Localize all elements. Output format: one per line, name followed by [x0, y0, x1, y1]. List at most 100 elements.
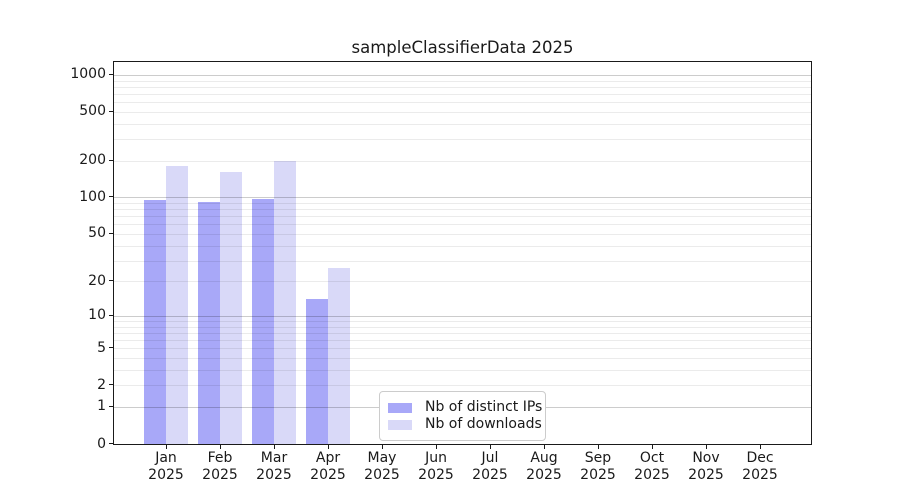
- x-tick-month: Feb: [207, 450, 233, 466]
- x-tick-year: 2025: [688, 467, 724, 483]
- gridline-minor-2: [114, 385, 811, 387]
- bar-downloads-apr: [328, 267, 350, 444]
- gridline-minor-9: [114, 321, 811, 322]
- y-tick-mark-5: [109, 347, 114, 349]
- legend-item-downloads: Nb of downloads: [388, 416, 542, 433]
- x-tick-year: 2025: [526, 467, 562, 483]
- y-tick-label-5: 5: [97, 339, 106, 356]
- gridline-minor-30: [114, 260, 811, 262]
- gridline-minor-200: [114, 160, 811, 162]
- x-tick-label-may: May 2025: [350, 450, 414, 484]
- x-tick-mark-oct: [651, 444, 653, 449]
- y-tick-label-0: 0: [97, 435, 106, 452]
- gridline-minor-800: [114, 86, 811, 88]
- gridline-minor-4: [114, 358, 811, 360]
- gridline-minor-600: [114, 102, 811, 104]
- x-tick-mark-may: [381, 444, 383, 449]
- x-tick-label-feb: Feb 2025: [188, 450, 252, 484]
- bar-distinct-ips-jan: [144, 200, 166, 444]
- x-tick-month: Jan: [155, 450, 177, 466]
- legend-item-distinct-ips: Nb of distinct IPs: [388, 399, 542, 416]
- x-tick-month: Mar: [260, 450, 288, 466]
- x-tick-label-sep: Sep 2025: [566, 450, 630, 484]
- y-tick-mark-100: [109, 196, 114, 198]
- gridline-minor-20: [114, 281, 811, 283]
- y-tick-mark-10: [109, 314, 114, 316]
- x-tick-label-apr: Apr 2025: [296, 450, 360, 484]
- legend-label-downloads: Nb of downloads: [425, 416, 542, 432]
- gridline-minor-700: [114, 93, 811, 95]
- gridline-minor-400: [114, 123, 811, 125]
- chart-title: sampleClassifierData 2025: [351, 38, 574, 57]
- gridline-major-1000: [114, 74, 811, 76]
- x-tick-mark-jun: [435, 444, 437, 449]
- legend-swatch-downloads-icon: [388, 419, 412, 430]
- bar-distinct-ips-mar: [252, 198, 274, 444]
- x-tick-mark-mar: [273, 444, 275, 449]
- gridline-major-10: [114, 315, 811, 317]
- y-tick-label-1: 1: [97, 398, 106, 415]
- legend-label-distinct-ips: Nb of distinct IPs: [425, 399, 543, 415]
- x-tick-mark-dec: [759, 444, 761, 449]
- x-tick-label-oct: Oct 2025: [620, 450, 684, 484]
- x-tick-month: May: [367, 450, 397, 466]
- bar-downloads-feb: [220, 171, 242, 444]
- x-tick-year: 2025: [742, 467, 778, 483]
- y-tick-mark-0: [109, 443, 114, 444]
- x-tick-month: Apr: [315, 450, 341, 466]
- y-tick-label-50: 50: [88, 225, 106, 242]
- x-tick-year: 2025: [148, 467, 184, 483]
- gridline-minor-5: [114, 348, 811, 350]
- x-tick-mark-nov: [705, 444, 707, 449]
- gridline-minor-300: [114, 139, 811, 141]
- x-tick-label-jan: Jan 2025: [134, 450, 198, 484]
- x-tick-label-dec: Dec 2025: [728, 450, 792, 484]
- y-tick-mark-20: [109, 280, 114, 282]
- y-tick-label-20: 20: [88, 272, 106, 289]
- x-tick-month: Oct: [639, 450, 665, 466]
- x-tick-year: 2025: [202, 467, 238, 483]
- gridline-minor-7: [114, 332, 811, 334]
- gridline-minor-40: [114, 245, 811, 247]
- y-tick-mark-200: [109, 159, 114, 161]
- x-tick-label-mar: Mar 2025: [242, 450, 306, 484]
- y-tick-label-100: 100: [79, 188, 106, 205]
- x-tick-month: Dec: [746, 450, 774, 466]
- legend-swatch-distinct-ips-icon: [388, 402, 412, 413]
- legend: Nb of distinct IPs Nb of downloads: [379, 391, 546, 441]
- y-tick-mark-500: [109, 110, 114, 112]
- y-tick-label-200: 200: [79, 152, 106, 169]
- x-tick-month: Jul: [481, 450, 499, 466]
- x-tick-year: 2025: [418, 467, 454, 483]
- x-tick-mark-apr: [327, 444, 329, 449]
- gridline-minor-80: [114, 209, 811, 211]
- x-tick-month: Jun: [425, 450, 447, 466]
- y-tick-mark-1: [109, 405, 114, 407]
- x-tick-year: 2025: [364, 467, 400, 483]
- x-tick-label-jul: Jul 2025: [458, 450, 522, 484]
- gridline-minor-500: [114, 111, 811, 113]
- x-tick-mark-aug: [543, 444, 545, 449]
- gridline-minor-8: [114, 326, 811, 328]
- x-tick-mark-jan: [165, 444, 167, 449]
- bar-distinct-ips-feb: [198, 201, 220, 444]
- gridline-major-100: [114, 197, 811, 199]
- y-tick-mark-1000: [109, 73, 114, 75]
- x-tick-year: 2025: [580, 467, 616, 483]
- x-tick-year: 2025: [310, 467, 346, 483]
- y-tick-label-10: 10: [88, 307, 106, 324]
- gridline-minor-50: [114, 233, 811, 235]
- gridline-minor-3: [114, 369, 811, 371]
- x-tick-label-nov: Nov 2025: [674, 450, 738, 484]
- gridline-minor-70: [114, 216, 811, 218]
- x-tick-year: 2025: [256, 467, 292, 483]
- y-tick-mark-2: [109, 384, 114, 386]
- gridline-minor-900: [114, 80, 811, 82]
- x-tick-year: 2025: [634, 467, 670, 483]
- y-tick-label-2: 2: [97, 376, 106, 393]
- y-tick-label-1000: 1000: [70, 66, 106, 83]
- x-tick-mark-sep: [597, 444, 599, 449]
- x-tick-mark-jul: [489, 444, 491, 449]
- x-tick-mark-feb: [219, 444, 221, 449]
